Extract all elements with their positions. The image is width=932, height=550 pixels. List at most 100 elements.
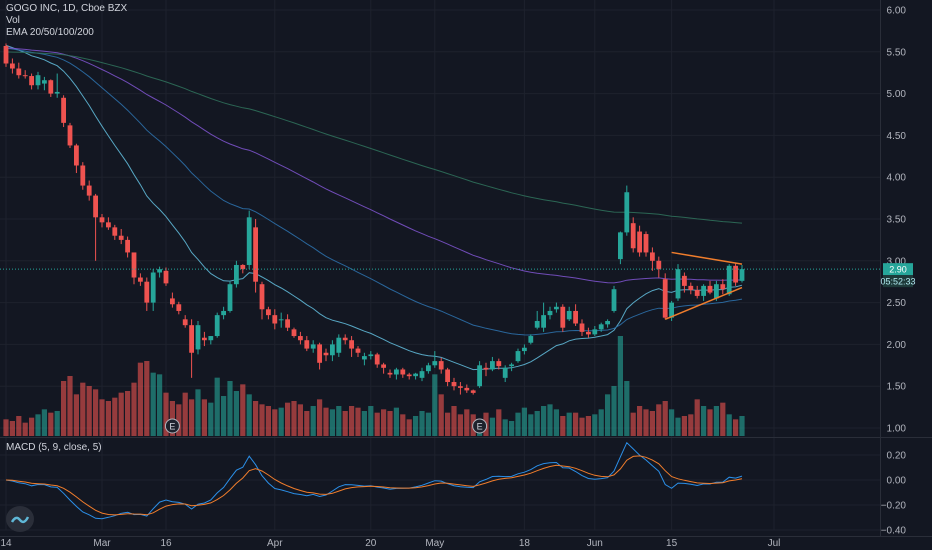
earnings-marker: E — [472, 418, 488, 434]
earnings-marker: E — [164, 418, 180, 434]
volume-bar — [739, 416, 745, 436]
candle — [579, 319, 585, 337]
candle — [458, 382, 463, 395]
candle-body — [336, 337, 342, 353]
candle — [682, 272, 687, 293]
volume-bar — [67, 376, 73, 436]
volume-bar — [163, 392, 169, 436]
price-tick-label: 1.00 — [887, 424, 907, 435]
candle-body — [10, 63, 15, 69]
candle-body — [323, 352, 329, 356]
candle — [637, 225, 642, 257]
candle-body — [208, 336, 214, 341]
volume-bar — [272, 409, 278, 436]
volume-bar — [534, 411, 540, 436]
candle — [227, 281, 233, 313]
candle — [432, 351, 438, 368]
candle-body — [304, 340, 310, 349]
candle-body — [272, 315, 278, 324]
time-tick-label: Mar — [93, 538, 111, 549]
volume-bar — [387, 411, 393, 436]
volume-bar — [80, 382, 86, 436]
volume-bar — [713, 406, 719, 436]
volume-bar — [489, 417, 495, 436]
candle-body — [86, 185, 92, 196]
candle-body — [470, 390, 476, 393]
candle-body — [387, 372, 393, 375]
candle — [48, 79, 54, 97]
volume-bar — [464, 409, 470, 436]
candle-body — [298, 336, 303, 341]
candle — [42, 76, 47, 91]
macd-tick-label: 0.20 — [887, 451, 907, 462]
volume-bar — [547, 404, 553, 436]
volume-bar — [643, 409, 649, 436]
volume-bar — [393, 407, 399, 436]
volume-bar — [233, 391, 239, 436]
candle — [496, 358, 502, 370]
candle-body — [202, 337, 207, 341]
candle — [490, 356, 495, 372]
candle-body — [733, 265, 738, 283]
candle-body — [234, 264, 239, 285]
candle — [310, 340, 316, 353]
candle-body — [48, 80, 54, 94]
volume-bar — [176, 404, 182, 436]
volume-bar — [9, 421, 15, 436]
candle-body — [285, 319, 290, 328]
candle-body — [682, 275, 687, 286]
time-tick-label: Jun — [587, 538, 603, 549]
candle-body — [150, 272, 156, 303]
tradingview-logo-icon[interactable] — [6, 506, 34, 532]
candle-body — [278, 319, 284, 321]
candle-body — [342, 337, 348, 341]
volume-bar — [16, 416, 22, 436]
volume-bar — [438, 394, 444, 436]
volume-bar — [227, 381, 233, 436]
volume-bar — [246, 394, 252, 436]
candle-body — [144, 281, 150, 303]
candle — [214, 312, 220, 338]
candle — [541, 302, 546, 332]
volume-bar — [189, 399, 195, 436]
candle — [669, 300, 674, 321]
macd-tick-label: 0.00 — [887, 476, 907, 487]
candle-body — [138, 277, 143, 282]
candle-body — [291, 329, 297, 337]
volume-bar — [592, 414, 598, 436]
volume-bar — [278, 407, 284, 436]
candle — [189, 319, 194, 378]
candle-body — [547, 310, 553, 316]
candle — [739, 264, 745, 283]
candle — [131, 252, 137, 285]
candle — [202, 331, 207, 347]
candle-body — [573, 310, 578, 324]
volume-bar — [425, 412, 431, 436]
volume-bar — [630, 412, 636, 436]
volume-bar — [3, 419, 9, 436]
candle-body — [381, 364, 386, 368]
candle-body — [515, 351, 521, 362]
volume-bar — [105, 401, 111, 436]
candle-body — [349, 340, 354, 349]
countdown-value: 05:52:33 — [880, 277, 915, 287]
candle — [246, 210, 252, 270]
candle-body — [637, 231, 642, 253]
price-tick-label: 3.00 — [887, 256, 907, 267]
volume-bar — [720, 402, 726, 436]
volume-bar — [125, 391, 131, 436]
candle-body — [400, 369, 406, 375]
candle-body — [35, 75, 41, 86]
candle — [35, 71, 41, 90]
candle — [630, 217, 636, 253]
candle-body — [362, 356, 367, 360]
candle — [426, 362, 431, 374]
candle-body — [483, 367, 489, 370]
volume-bar — [54, 411, 60, 436]
volume-bar — [605, 394, 611, 436]
candle-body — [675, 269, 681, 299]
candle-body — [240, 264, 246, 270]
candle — [605, 319, 610, 328]
candle-body — [80, 165, 86, 186]
